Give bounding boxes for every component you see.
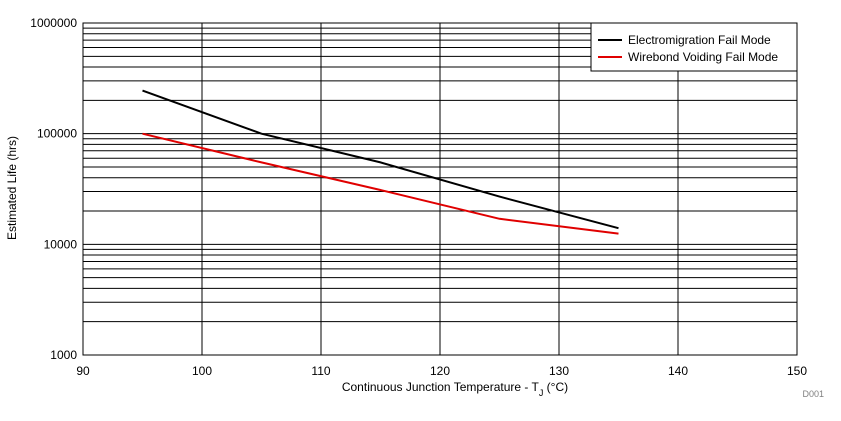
x-tick-label: 140 [668, 364, 688, 378]
series-line-electromigration [142, 89, 619, 230]
y-tick-label: 1000 [50, 348, 77, 362]
figure-id-footnote: D001 [802, 389, 824, 399]
grid-layer [82, 23, 798, 356]
y-tick-label: 100000 [37, 127, 77, 141]
legend-box [590, 22, 798, 72]
series-layer [142, 89, 619, 235]
legend-label-electromigration: Electromigration Fail Mode [628, 33, 771, 47]
plot-area-frame [82, 22, 798, 356]
x-axis-title-unit: (°C) [543, 380, 568, 394]
series-line-wirebond-voiding [142, 132, 619, 235]
x-tick-label: 100 [192, 364, 212, 378]
x-axis-title-main: Continuous Junction Temperature - T [342, 380, 540, 394]
y-axis-title: Estimated Life (hrs) [5, 136, 19, 240]
y-tick-label: 1000000 [30, 16, 77, 30]
legend: Electromigration Fail Mode Wirebond Void… [590, 22, 798, 72]
x-axis-title: Continuous Junction Temperature - TJ (°C… [342, 380, 568, 398]
legend-label-wirebond: Wirebond Voiding Fail Mode [628, 50, 778, 64]
x-tick-label: 110 [311, 364, 330, 378]
x-tick-label: 120 [430, 364, 450, 378]
x-tick-label: 130 [549, 364, 569, 378]
x-tick-label: 90 [76, 364, 90, 378]
x-tick-label: 150 [787, 364, 807, 378]
tick-label-layer: 90 100 110 120 130 140 150 1000 10000 100000 10000… [30, 16, 807, 378]
x-axis-title-subscript: J [539, 388, 544, 398]
y-tick-label: 10000 [44, 237, 78, 251]
